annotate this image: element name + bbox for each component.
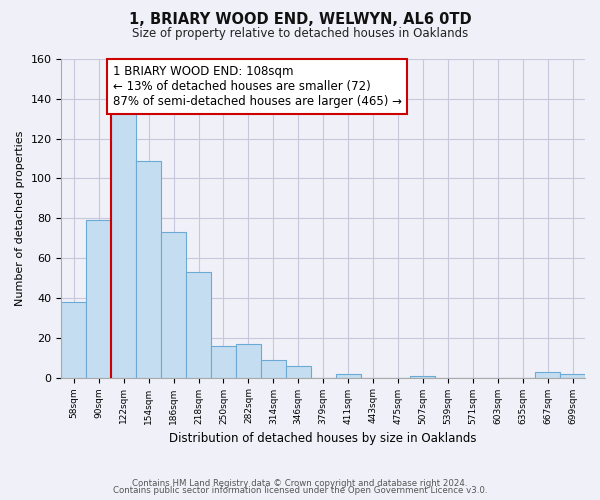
Bar (410, 376, 436, 378)
Text: 1, BRIARY WOOD END, WELWYN, AL6 0TD: 1, BRIARY WOOD END, WELWYN, AL6 0TD (128, 12, 472, 28)
Bar (236, 344, 261, 378)
Bar (560, 374, 585, 378)
Text: Size of property relative to detached houses in Oaklands: Size of property relative to detached ho… (132, 28, 468, 40)
Bar (61, 302, 86, 378)
Bar (186, 272, 211, 378)
Bar (286, 366, 311, 378)
Bar (261, 360, 286, 378)
Y-axis label: Number of detached properties: Number of detached properties (15, 130, 25, 306)
Bar (86, 220, 111, 378)
X-axis label: Distribution of detached houses by size in Oaklands: Distribution of detached houses by size … (169, 432, 477, 445)
Bar (335, 374, 361, 378)
Bar (211, 346, 236, 378)
Bar (535, 372, 560, 378)
Text: Contains HM Land Registry data © Crown copyright and database right 2024.: Contains HM Land Registry data © Crown c… (132, 478, 468, 488)
Text: 1 BRIARY WOOD END: 108sqm
← 13% of detached houses are smaller (72)
87% of semi-: 1 BRIARY WOOD END: 108sqm ← 13% of detac… (113, 65, 401, 108)
Bar (161, 232, 186, 378)
Text: Contains public sector information licensed under the Open Government Licence v3: Contains public sector information licen… (113, 486, 487, 495)
Bar (136, 160, 161, 378)
Bar (111, 113, 136, 378)
